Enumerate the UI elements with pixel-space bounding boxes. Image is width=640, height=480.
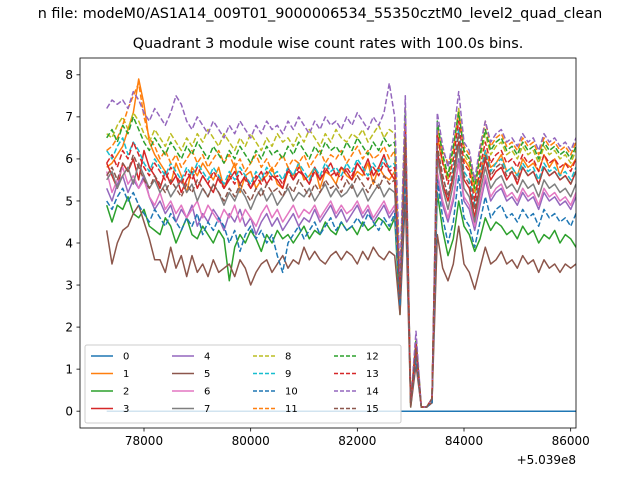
x-offset-label: +5.039e8	[517, 453, 576, 467]
x-tick-label: 78000	[125, 434, 163, 448]
series-line-15	[106, 132, 576, 408]
x-tick-label: 84000	[445, 434, 483, 448]
series-line-8	[106, 107, 576, 408]
legend-label-3: 3	[123, 404, 129, 415]
legend-label-13: 13	[366, 369, 379, 380]
series-line-5	[105, 196, 576, 408]
y-tick-label: 5	[65, 194, 73, 208]
series-line-1	[106, 78, 576, 408]
legend-label-8: 8	[285, 352, 291, 363]
legend-label-10: 10	[285, 387, 298, 398]
series-line-6	[105, 153, 576, 408]
y-tick-label: 6	[65, 152, 73, 166]
y-tick-label: 8	[65, 68, 73, 82]
x-tick-label: 86000	[552, 434, 590, 448]
series-line-7	[106, 145, 576, 408]
legend-label-7: 7	[204, 404, 210, 415]
series-line-14	[106, 82, 576, 408]
legend-label-6: 6	[204, 387, 210, 398]
series-lines	[105, 78, 576, 412]
x-tick-label: 82000	[338, 434, 376, 448]
legend-label-15: 15	[366, 404, 379, 415]
x-axis: 78000 80000 82000 84000 86000	[125, 428, 590, 448]
x-tick-label: 80000	[232, 434, 270, 448]
y-tick-label: 2	[65, 320, 73, 334]
legend-label-5: 5	[204, 369, 210, 380]
series-line-11	[106, 82, 576, 408]
y-axis: 0 1 2 3 4 5 6 7 8	[65, 68, 80, 418]
legend-label-14: 14	[366, 387, 379, 398]
y-tick-label: 3	[65, 278, 73, 292]
series-line-10	[106, 166, 576, 408]
chart-title: Quadrant 3 module wise count rates with …	[132, 36, 524, 52]
legend-label-12: 12	[366, 352, 379, 363]
legend-box	[84, 344, 402, 424]
legend-label-4: 4	[204, 352, 210, 363]
legend-label-2: 2	[123, 387, 129, 398]
series-line-13	[106, 120, 576, 408]
legend-label-1: 1	[123, 369, 129, 380]
y-tick-label: 0	[65, 404, 73, 418]
y-tick-label: 4	[65, 236, 73, 250]
y-tick-label: 1	[65, 362, 73, 376]
series-line-12	[106, 111, 576, 408]
figure-suptitle: n file: modeM0/AS1A14_009T01_9000006534_…	[37, 6, 603, 22]
legend-label-9: 9	[285, 369, 291, 380]
y-tick-label: 7	[65, 110, 73, 124]
series-line-9	[106, 128, 576, 408]
legend-label-0: 0	[123, 352, 129, 363]
legend-label-11: 11	[285, 404, 298, 415]
